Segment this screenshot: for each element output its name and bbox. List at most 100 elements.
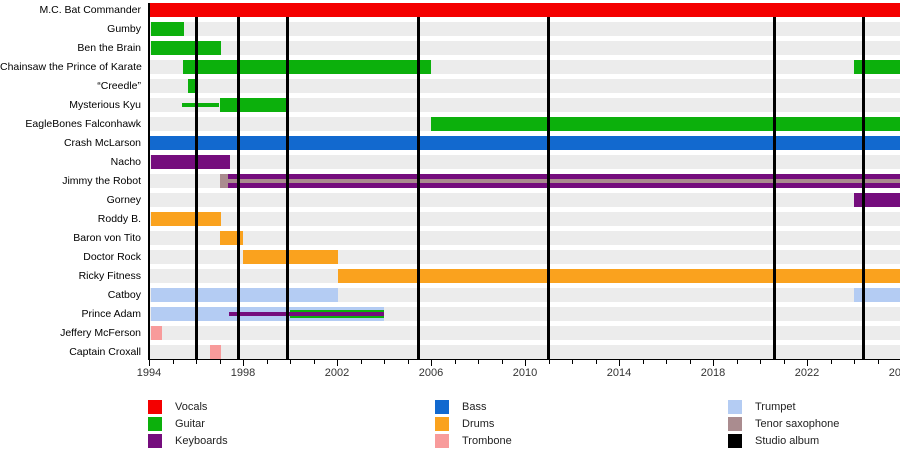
major-tick <box>619 360 620 366</box>
minor-tick <box>407 360 409 364</box>
minor-tick <box>830 360 832 364</box>
minor-tick <box>595 360 597 364</box>
minor-tick <box>454 360 456 364</box>
bar-drums <box>338 269 900 283</box>
member-label: Chainsaw the Prince of Karate <box>0 60 142 73</box>
bar-trumpet <box>151 288 339 302</box>
bar-keyboards <box>227 183 900 188</box>
minor-tick <box>360 360 362 364</box>
studio-album-line <box>416 17 420 359</box>
minor-tick <box>572 360 573 364</box>
studio-album-line <box>194 17 198 359</box>
legend-label: Drums <box>462 418 495 430</box>
member-label: “Creedle” <box>97 79 141 92</box>
tick-label: 2006 <box>418 367 444 379</box>
plot-left-border <box>148 3 150 359</box>
bar-bass <box>150 136 900 150</box>
tick-label: 2002 <box>324 367 350 379</box>
minor-tick <box>290 360 291 364</box>
row-band <box>149 193 900 207</box>
legend-label: Trombone <box>462 435 512 447</box>
legend-swatch-drums <box>435 417 449 431</box>
major-tick <box>431 360 432 366</box>
bar-vocals <box>150 3 900 17</box>
x-axis-line <box>148 359 900 360</box>
minor-tick <box>313 360 315 364</box>
row-band <box>149 98 900 112</box>
member-label: Catboy <box>107 288 141 301</box>
member-label: Jimmy the Robot <box>62 174 141 187</box>
bar-guitar <box>183 60 431 74</box>
minor-tick <box>877 360 879 364</box>
bar-trombone <box>151 326 162 340</box>
studio-album-line <box>236 17 240 359</box>
bar-trombone <box>210 345 221 359</box>
member-label: Baron von Tito <box>73 231 141 244</box>
member-label: Jeffery McFerson <box>60 326 141 339</box>
minor-tick <box>736 360 738 364</box>
member-label: Roddy B. <box>97 212 141 225</box>
minor-tick <box>501 360 503 364</box>
member-label: Mysterious Kyu <box>69 98 141 111</box>
studio-album-line <box>286 17 290 359</box>
tick-label: 2022 <box>794 367 820 379</box>
major-tick <box>713 360 714 366</box>
bar-keyboards <box>854 193 900 207</box>
legend-swatch-trumpet <box>728 400 742 414</box>
member-label: Captain Croxall <box>69 345 141 358</box>
tick-label: 1998 <box>230 367 256 379</box>
major-tick <box>525 360 526 366</box>
row-band <box>149 212 900 226</box>
minor-tick <box>219 360 221 364</box>
bar-guitar <box>187 79 195 93</box>
member-label: M.C. Bat Commander <box>39 3 141 16</box>
legend-label: Guitar <box>175 418 205 430</box>
row-band <box>149 22 900 36</box>
legend-label: Tenor saxophone <box>755 418 840 430</box>
studio-album-line <box>772 17 776 359</box>
member-label: Crash McLarson <box>63 136 141 149</box>
tick-label: 2026 <box>888 367 900 379</box>
minor-tick <box>172 360 174 364</box>
bar-keyboards <box>151 155 231 169</box>
minor-tick <box>760 360 761 364</box>
legend-swatch-trombone <box>435 434 449 448</box>
legend-swatch-tenor-saxophone <box>728 417 742 431</box>
bar-guitar <box>151 41 221 55</box>
row-band <box>149 79 900 93</box>
legend-swatch-studio-album <box>728 434 742 448</box>
member-label: EagleBones Falconhawk <box>25 117 141 130</box>
legend-swatch-keyboards <box>148 434 162 448</box>
bar-trumpet <box>854 288 900 302</box>
legend-label: Bass <box>462 401 487 413</box>
legend-label: Trumpet <box>755 401 796 413</box>
member-label: Gorney <box>106 193 141 206</box>
member-label: Doctor Rock <box>83 250 141 263</box>
row-band <box>149 345 900 359</box>
legend-label: Vocals <box>175 401 208 413</box>
row-band <box>149 326 900 340</box>
tick-label: 2010 <box>512 367 538 379</box>
legend-swatch-vocals <box>148 400 162 414</box>
tick-label: 1994 <box>136 367 162 379</box>
major-tick <box>149 360 150 366</box>
bar-guitar <box>151 22 185 36</box>
legend-swatch-guitar <box>148 417 162 431</box>
minor-tick <box>854 360 855 364</box>
major-tick <box>337 360 338 366</box>
tick-label: 2014 <box>606 367 632 379</box>
member-label: Nacho <box>110 155 141 168</box>
member-label: Ricky Fitness <box>78 269 141 282</box>
studio-album-line <box>861 17 865 359</box>
bar-guitar <box>181 103 220 107</box>
bar-drums <box>151 212 221 226</box>
minor-tick <box>196 360 197 364</box>
minor-tick <box>783 360 785 364</box>
member-label: Prince Adam <box>81 307 141 320</box>
legend-label: Keyboards <box>175 435 228 447</box>
minor-tick <box>548 360 550 364</box>
legend-label: Studio album <box>755 435 820 447</box>
bar-guitar <box>219 98 289 112</box>
studio-album-line <box>547 17 550 359</box>
